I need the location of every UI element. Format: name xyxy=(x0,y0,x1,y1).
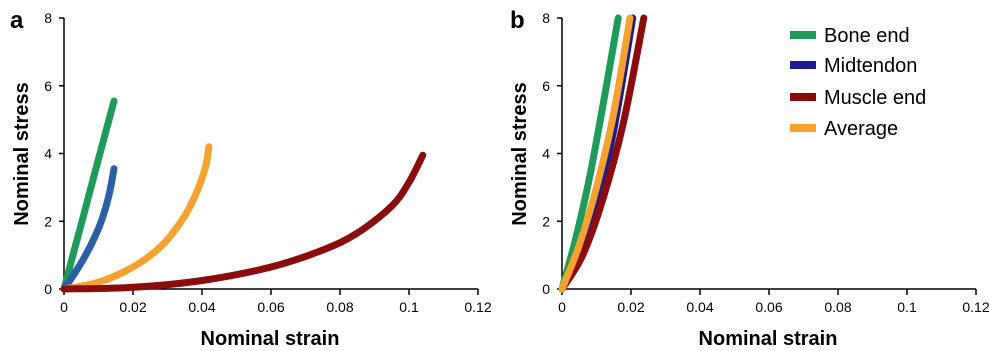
panel-b-x-tick-label: 0.1 xyxy=(897,299,917,315)
legend-label-average: Average xyxy=(824,118,898,140)
legend-label-midtendon: Midtendon xyxy=(824,55,917,77)
panel-a-x-tick-label: 0 xyxy=(60,299,68,315)
panel-b-x-tick-label: 0.08 xyxy=(824,299,851,315)
panel-a-series-muscle-end xyxy=(60,151,427,293)
panel-b-x-axis-label: Nominal strain xyxy=(699,328,838,350)
panel-b-x-tick-label: 0.12 xyxy=(962,299,989,315)
panel-b-x-tick-label: 0.02 xyxy=(617,299,644,315)
panel-a-y-tick-label: 8 xyxy=(44,10,52,26)
panel-a-y-tick-label: 4 xyxy=(44,146,52,162)
legend-label-bone-end: Bone end xyxy=(824,25,910,47)
legend-label-muscle-end: Muscle end xyxy=(824,87,926,109)
panel-a-x-tick-label: 0.12 xyxy=(464,299,491,315)
panel-a-series-average xyxy=(60,143,213,293)
panel-a-y-tick-label: 6 xyxy=(44,78,52,94)
panel-a-x-tick-label: 0.1 xyxy=(399,299,419,315)
panel-a-x-tick-label: 0.04 xyxy=(188,299,215,315)
panel-b-y-tick-label: 6 xyxy=(542,78,550,94)
panel-b-y-tick-label: 4 xyxy=(542,146,550,162)
panel-b-series-muscle-end xyxy=(558,14,648,293)
panel-b-y-tick-label: 0 xyxy=(542,281,550,297)
panel-a-x-tick-label: 0.08 xyxy=(326,299,353,315)
panel-a-y-tick-label: 0 xyxy=(44,281,52,297)
panel-a-series-bone-end xyxy=(60,97,118,293)
panel-a-x-tick-label: 0.02 xyxy=(119,299,146,315)
legend: Bone end Midtendon Muscle end Average xyxy=(790,25,926,140)
panel-a-y-axis-label: Nominal stress xyxy=(11,82,33,225)
panel-b-y-tick-label: 8 xyxy=(542,10,550,26)
panel-b-series-average xyxy=(558,14,634,293)
panel-b-y-tick-label: 2 xyxy=(542,213,550,229)
panel-b-x-tick-label: 0.06 xyxy=(755,299,782,315)
panel-a-y-tick-label: 2 xyxy=(44,213,52,229)
panel-a-x-axis-label: Nominal strain xyxy=(201,328,340,350)
panel-a-series-midtendon xyxy=(60,165,118,293)
panel-b-x-tick-label: 0.04 xyxy=(686,299,713,315)
panel-b-letter: b xyxy=(510,7,525,34)
panel-a-x-tick-label: 0.06 xyxy=(257,299,284,315)
panel-b-series-bone-end xyxy=(558,14,622,293)
panel-a: a 0 0.02 0.04 0.06 0.08 0.1 0.12 0 2 4 6 8 Nominal … xyxy=(10,7,492,350)
panel-b: b 0 0.02 0.04 0.06 0.08 0.1 0.12 0 2 4 6 8 Nominal … xyxy=(509,7,989,350)
panel-b-x-tick-label: 0 xyxy=(558,299,566,315)
panel-a-letter: a xyxy=(10,7,24,34)
panel-b-y-axis-label: Nominal stress xyxy=(509,82,531,225)
